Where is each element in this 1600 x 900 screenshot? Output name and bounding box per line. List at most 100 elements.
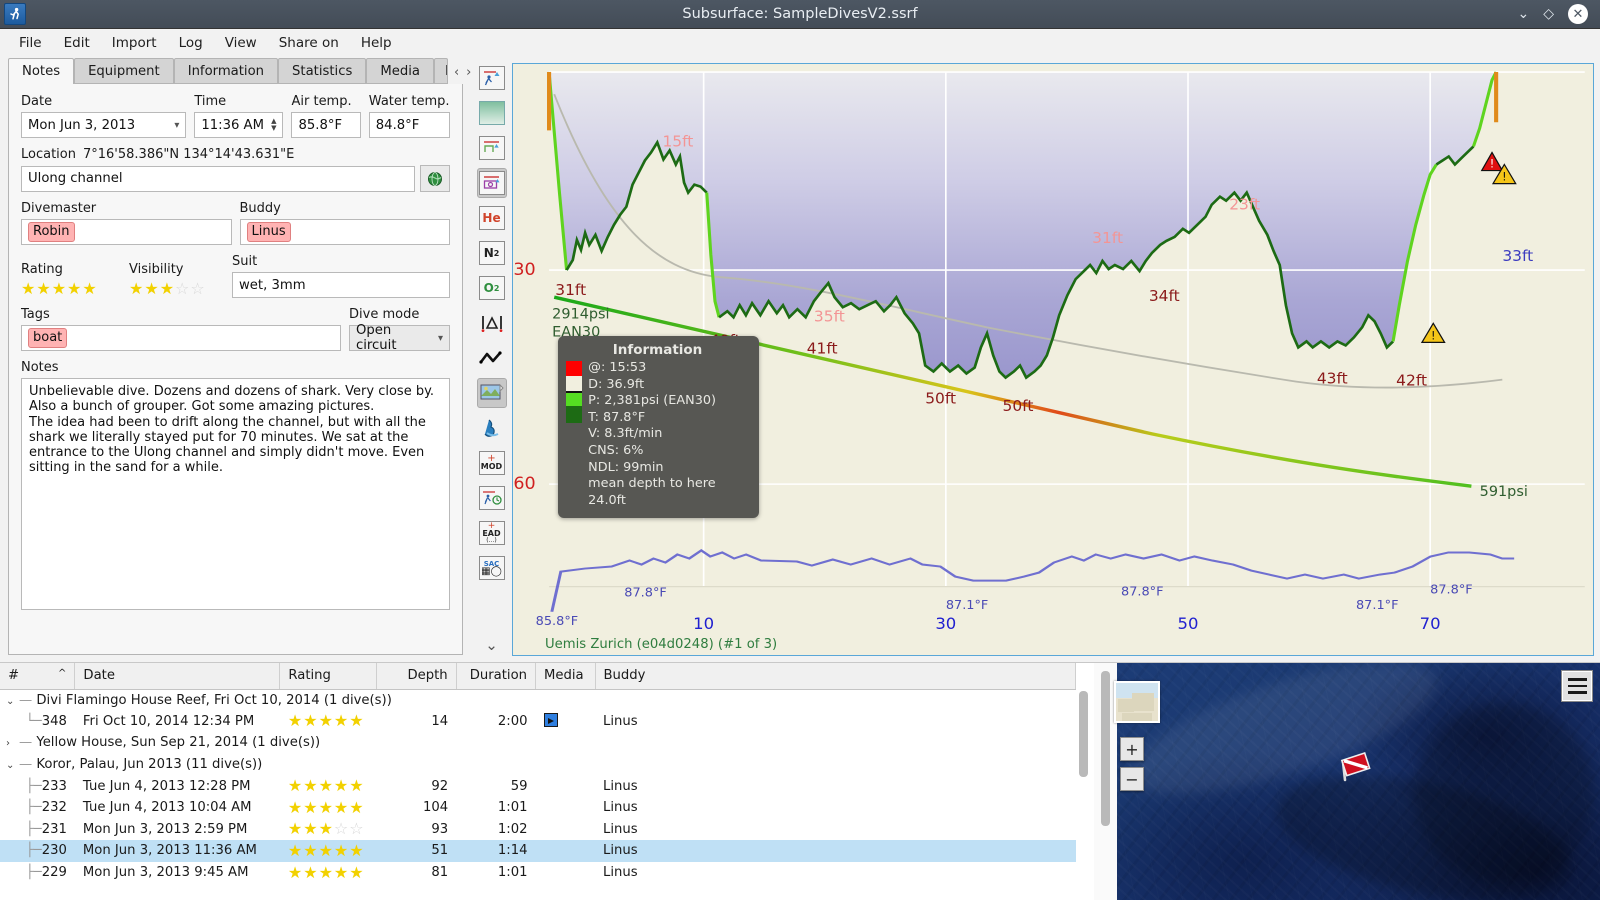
toolbar-expand-chevron-icon[interactable]: ⌄: [485, 636, 498, 654]
menu-view[interactable]: View: [224, 35, 257, 51]
map-overview-thumbnail[interactable]: [1114, 681, 1160, 723]
twisty-expanded-icon[interactable]: ⌄: [6, 695, 15, 707]
ead-icon[interactable]: + EAD (...): [477, 518, 507, 548]
column-header-number[interactable]: # ^: [0, 663, 76, 690]
zoom-out-button[interactable]: −: [1120, 767, 1144, 791]
sac-icon[interactable]: SAC ▦◯: [477, 553, 507, 583]
zoom-in-button[interactable]: +: [1120, 737, 1144, 761]
tab-notes[interactable]: Notes: [8, 58, 75, 84]
rating-stars[interactable]: ★★★★★: [21, 279, 98, 298]
dive-computer-label: Uemis Zurich (e04d0248) (#1 of 3): [545, 637, 778, 652]
buddy-field[interactable]: Linus: [239, 219, 450, 245]
map-panel[interactable]: + −: [1094, 663, 1600, 900]
dive-mode-select[interactable]: Open circuit ▾: [349, 323, 450, 353]
gas-label-pressure-end: 591psi: [1480, 484, 1528, 500]
depth-label-42ft: 42ft: [1396, 372, 1427, 390]
trip-group-row[interactable]: › — Yellow House, Sun Sep 21, 2014 (1 div…: [0, 732, 1076, 754]
tank-bar-icon[interactable]: [476, 168, 507, 198]
photos-icon[interactable]: [476, 378, 507, 408]
people-row: Divemaster Robin Buddy Linus: [21, 201, 450, 245]
map-scroll-thumb[interactable]: [1101, 671, 1110, 826]
event-markers[interactable]: ! ! !: [1420, 151, 1517, 344]
visibility-stars[interactable]: ★★★☆☆: [129, 279, 206, 298]
twisty-expanded-icon[interactable]: ⌄: [6, 760, 15, 772]
table-row[interactable]: ├─229 Mon Jun 3, 2013 9:45 AM ★★★★★ 81 1…: [0, 862, 1076, 884]
cell-buddy: Linus: [603, 713, 638, 729]
water-temp-field[interactable]: 84.8°F: [368, 112, 450, 138]
menu-import[interactable]: Import: [111, 35, 157, 51]
twisty-collapsed-icon[interactable]: ›: [6, 738, 10, 750]
cell-rating: ★★★★★: [287, 797, 365, 817]
column-header-buddy[interactable]: Buddy: [595, 663, 1076, 690]
column-header-depth[interactable]: Depth: [376, 663, 457, 690]
ndl-tts-icon[interactable]: [477, 483, 507, 513]
minimize-icon[interactable]: ⌄: [1517, 6, 1530, 22]
cell-date: Mon Jun 3, 2013 2:59 PM: [82, 821, 248, 837]
heliox-icon[interactable]: He: [477, 203, 507, 233]
mod-icon[interactable]: + MOD: [477, 448, 507, 478]
dc-reported-ceiling-icon[interactable]: [477, 98, 507, 128]
table-row[interactable]: ├─232 Tue Jun 4, 2013 10:04 AM ★★★★★ 104…: [0, 797, 1076, 819]
tags-field[interactable]: boat: [21, 325, 341, 351]
hamburger-line-2: [1567, 684, 1587, 688]
trip-group-row[interactable]: ⌄ — Divi Flamingo House Reef, Fri Oct 10,…: [0, 689, 1076, 711]
time-field[interactable]: 11:36 AM ▲ ▼: [194, 112, 284, 138]
column-header-date[interactable]: Date: [74, 663, 281, 690]
menu-edit[interactable]: Edit: [63, 35, 90, 51]
tab-statistics[interactable]: Statistics: [278, 58, 367, 84]
svg-text:!: !: [1502, 171, 1507, 184]
tab-equipment[interactable]: Equipment: [74, 58, 174, 84]
dive-profile-chart[interactable]: 30 60 10 30 50 70 15ft 31ft 40ft 41ft 35…: [512, 63, 1594, 656]
cell-duration: 1:14: [497, 843, 528, 859]
dive-list-panel[interactable]: # ^ Date Rating Depth Duration Media Bud…: [0, 663, 1094, 900]
x-tick-50: 50: [1178, 614, 1199, 633]
menu-share-on[interactable]: Share on: [278, 35, 339, 51]
table-row[interactable]: ├─233 Tue Jun 4, 2013 12:28 PM ★★★★★ 92 …: [0, 775, 1076, 797]
chevron-left-icon[interactable]: ‹: [453, 65, 460, 80]
location-field[interactable]: Ulong channel: [21, 165, 415, 192]
cell-duration: 2:00: [497, 713, 528, 729]
red-warning-triangle-icon[interactable]: [1480, 151, 1504, 172]
scale-graph-icon[interactable]: [477, 63, 507, 93]
table-row[interactable]: └─348 Fri Oct 10, 2014 12:34 PM ★★★★★ 14…: [0, 711, 1076, 733]
date-field[interactable]: Mon Jun 3, 2013 ▾: [21, 112, 187, 138]
dive-list-vertical-scrollbar[interactable]: [1079, 691, 1088, 777]
table-row-selected[interactable]: ├─230 Mon Jun 3, 2013 11:36 AM ★★★★★ 51 …: [0, 840, 1076, 862]
table-row[interactable]: ├─231 Mon Jun 3, 2013 2:59 PM ★★★☆☆ 93 1…: [0, 819, 1076, 841]
trip-group-row[interactable]: ⌄ — Koror, Palau, Jun 2013 (11 dive(s)): [0, 754, 1076, 776]
dive-site-marker[interactable]: [1340, 751, 1374, 783]
swatch-temp: [566, 406, 583, 423]
notes-textarea[interactable]: Unbelievable dive. Dozens and dozens of …: [21, 378, 450, 610]
column-header-duration[interactable]: Duration: [456, 663, 537, 690]
close-icon[interactable]: ✕: [1568, 4, 1588, 24]
tab-extra[interactable]: E: [433, 58, 448, 84]
tab-media[interactable]: Media: [366, 58, 434, 84]
maximize-icon[interactable]: ◇: [1543, 6, 1554, 22]
heartrate-icon[interactable]: [477, 343, 507, 373]
air-temp-field[interactable]: 85.8°F: [291, 112, 361, 138]
tab-information[interactable]: Information: [173, 58, 279, 84]
menu-file[interactable]: File: [19, 35, 42, 51]
gas-density-icon[interactable]: [477, 413, 507, 443]
cell-duration: 59: [510, 778, 528, 794]
x-tick-10: 10: [693, 614, 714, 633]
globe-icon[interactable]: [420, 165, 450, 192]
menu-log[interactable]: Log: [178, 35, 203, 51]
column-header-media[interactable]: Media: [535, 663, 596, 690]
cell-buddy: Linus: [603, 821, 638, 837]
map-menu-button[interactable]: [1562, 671, 1592, 701]
yellow-warning-triangle-icon-1[interactable]: [1491, 163, 1517, 185]
yellow-warning-triangle-icon-2[interactable]: [1420, 322, 1446, 344]
column-header-rating[interactable]: Rating: [279, 663, 378, 690]
spinner-icon[interactable]: ▲ ▼: [271, 117, 277, 132]
show-deco-icon[interactable]: [477, 308, 507, 338]
divemaster-field[interactable]: Robin: [21, 219, 232, 245]
rating-row: Rating ★★★★★ Visibility ★★★☆☆ Suit wet, …: [21, 254, 450, 298]
tooltip-title: Information: [612, 342, 703, 358]
chevron-right-icon[interactable]: ›: [466, 65, 472, 80]
calculated-ceiling-icon[interactable]: [477, 133, 507, 163]
suit-field[interactable]: wet, 3mm: [232, 272, 450, 298]
menu-help[interactable]: Help: [360, 35, 392, 51]
